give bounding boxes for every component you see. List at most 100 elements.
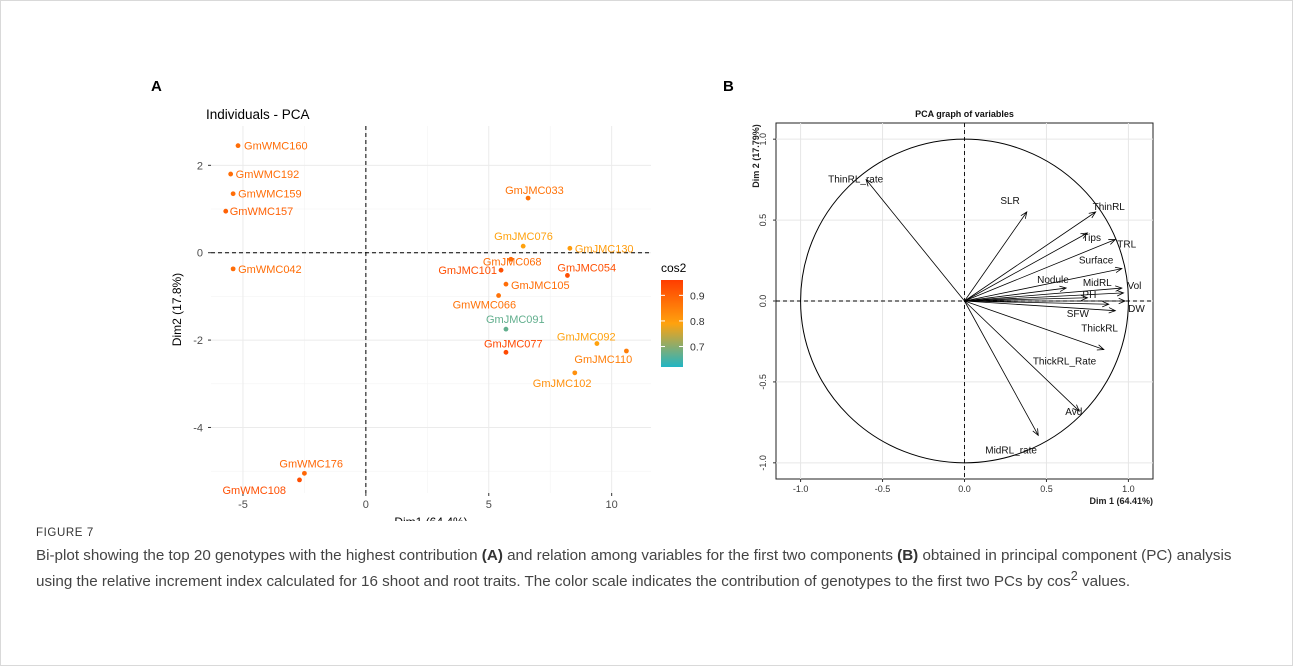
legend-title: cos2 (661, 261, 687, 275)
arrow-head (1102, 301, 1110, 308)
data-point (230, 266, 236, 272)
arrow-head (1096, 344, 1105, 351)
variable-label: ThinRL (1093, 202, 1126, 213)
variable-label: SLR (1000, 196, 1019, 207)
point-label: GmJMC091 (486, 314, 545, 326)
data-point (567, 245, 573, 251)
panel-b-title: PCA graph of variables (915, 109, 1014, 119)
variable-arrow (964, 287, 1122, 302)
point-label: GmWMC159 (238, 189, 302, 201)
data-point (498, 267, 504, 273)
point-label: GmJMC077 (484, 338, 543, 350)
point-label: GmJMC105 (511, 280, 570, 292)
arrow-head (1080, 232, 1089, 239)
caption-superscript: 2 (1070, 569, 1078, 583)
point-label: GmJMC092 (557, 332, 616, 344)
caption-part: obtained in principal component (PC) ana… (36, 547, 1232, 591)
point-label: GmJMC110 (574, 354, 632, 366)
arrow-head (1020, 211, 1028, 219)
point-label: GmJMC130 (575, 243, 634, 255)
variable-arrow (964, 211, 1028, 302)
variable-label: MidRL_rate (985, 445, 1037, 456)
data-point (235, 143, 241, 149)
caption-part: and relation among variables for the fir… (502, 547, 898, 564)
variable-arrow (964, 232, 1088, 302)
y-tick-label: -2 (193, 335, 203, 347)
variable-label: Surface (1079, 256, 1114, 267)
arrow-head (1072, 404, 1080, 412)
point-label: GmWMC160 (244, 141, 308, 153)
variable-label: Nodule (1037, 275, 1069, 286)
data-point (230, 191, 236, 197)
arrow-head (1118, 297, 1127, 305)
variable-arrow (964, 287, 1067, 302)
x-tick-label: 0 (363, 499, 369, 511)
arrow-head (1108, 307, 1117, 314)
caption-panel-a-ref: (A) (481, 547, 503, 564)
variable-arrow (964, 292, 1124, 302)
arrow-head (1114, 266, 1123, 273)
data-point (496, 293, 501, 298)
data-point (525, 195, 531, 201)
data-point (565, 273, 570, 278)
point-label: GmJMC102 (533, 378, 592, 390)
data-point (624, 348, 629, 354)
arrow-head (1108, 239, 1117, 245)
y-tick-label: 2 (197, 160, 203, 172)
figure-caption: FIGURE 7 Bi-plot showing the top 20 geno… (36, 527, 1266, 592)
x-tick-label: -5 (238, 499, 248, 511)
point-label: GmWMC042 (238, 264, 302, 276)
variable-label: DW (1128, 304, 1145, 315)
variable-arrow (964, 300, 1109, 305)
caption-panel-b-ref: (B) (897, 547, 919, 564)
y-tick-label: -4 (193, 422, 203, 434)
data-point (503, 326, 509, 332)
x-tick-label: 1.0 (1122, 484, 1135, 494)
data-point (508, 256, 514, 262)
variable-arrow (865, 179, 965, 302)
variable-label: Tips (1082, 233, 1101, 244)
variable-arrow (964, 239, 1116, 302)
data-point (223, 208, 229, 214)
variable-label: PH (1082, 290, 1096, 301)
point-label: GmJMC033 (505, 185, 564, 197)
x-tick-label: 0.0 (958, 484, 971, 494)
variable-arrow (964, 211, 1096, 302)
point-label: GmJMC101 (438, 265, 497, 277)
variable-label: ThickRL_Rate (1033, 357, 1097, 368)
y-tick-label: -0.5 (758, 374, 768, 390)
y-tick-label: 0.5 (758, 214, 768, 227)
point-label: GmWMC066 (453, 300, 517, 312)
variable-arrow (964, 300, 1104, 350)
data-point (572, 370, 578, 376)
variable-label: Vol (1127, 281, 1141, 292)
point-label: GmWMC176 (279, 458, 343, 470)
data-point (520, 243, 526, 249)
x-axis-label: Dim 1 (64.41%) (1089, 496, 1153, 506)
data-point (594, 341, 600, 346)
caption-part: values. (1077, 573, 1131, 591)
variable-arrow (964, 297, 1088, 302)
variable-label: SFW (1067, 309, 1090, 320)
y-axis-label: Dim2 (17.8%) (170, 273, 184, 346)
arrow-head (1032, 428, 1039, 437)
y-tick-label: 0.0 (758, 295, 768, 308)
variable-arrow (964, 300, 1116, 312)
x-tick-label: 5 (486, 499, 492, 511)
point-label: GmWMC157 (230, 206, 294, 218)
variable-label: Avd (1065, 407, 1082, 418)
variable-label: MidRL (1083, 278, 1112, 289)
panel-a-title: Individuals - PCA (206, 107, 310, 122)
variable-arrow (964, 300, 1039, 436)
y-axis-label: Dim 2 (17.79%) (751, 124, 761, 188)
arrow-head (1080, 294, 1089, 302)
y-tick-label: 1.0 (758, 133, 768, 146)
data-point (503, 349, 509, 355)
variable-label: ThinRL_rate (828, 175, 883, 186)
figure-label: FIGURE 7 (36, 527, 94, 539)
variable-arrow (964, 268, 1122, 302)
